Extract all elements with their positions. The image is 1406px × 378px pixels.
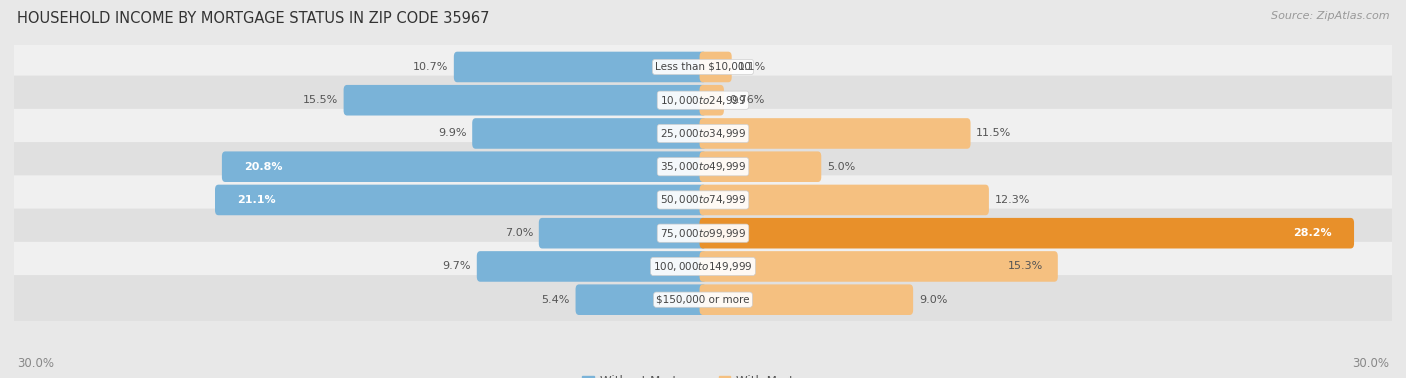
Text: $100,000 to $149,999: $100,000 to $149,999 (654, 260, 752, 273)
Text: $35,000 to $49,999: $35,000 to $49,999 (659, 160, 747, 173)
Text: 9.9%: 9.9% (437, 129, 467, 138)
Text: 7.0%: 7.0% (505, 228, 533, 238)
FancyBboxPatch shape (215, 185, 706, 215)
Text: $50,000 to $74,999: $50,000 to $74,999 (659, 194, 747, 206)
FancyBboxPatch shape (700, 85, 724, 116)
Text: 5.4%: 5.4% (541, 295, 569, 305)
Text: 10.7%: 10.7% (413, 62, 449, 72)
FancyBboxPatch shape (7, 275, 1399, 324)
Text: 15.3%: 15.3% (1008, 262, 1043, 271)
FancyBboxPatch shape (7, 209, 1399, 258)
FancyBboxPatch shape (700, 218, 1354, 248)
FancyBboxPatch shape (472, 118, 706, 149)
FancyBboxPatch shape (7, 175, 1399, 225)
FancyBboxPatch shape (7, 142, 1399, 191)
Text: 9.0%: 9.0% (920, 295, 948, 305)
Text: 30.0%: 30.0% (17, 358, 53, 370)
Text: $75,000 to $99,999: $75,000 to $99,999 (659, 227, 747, 240)
Text: 0.76%: 0.76% (730, 95, 765, 105)
Text: Less than $10,000: Less than $10,000 (655, 62, 751, 72)
Text: 9.7%: 9.7% (443, 262, 471, 271)
FancyBboxPatch shape (222, 152, 706, 182)
Legend: Without Mortgage, With Mortgage: Without Mortgage, With Mortgage (578, 370, 828, 378)
Text: $150,000 or more: $150,000 or more (657, 295, 749, 305)
FancyBboxPatch shape (7, 42, 1399, 91)
FancyBboxPatch shape (7, 76, 1399, 125)
Text: HOUSEHOLD INCOME BY MORTGAGE STATUS IN ZIP CODE 35967: HOUSEHOLD INCOME BY MORTGAGE STATUS IN Z… (17, 11, 489, 26)
Text: 11.5%: 11.5% (976, 129, 1011, 138)
Text: 28.2%: 28.2% (1294, 228, 1333, 238)
FancyBboxPatch shape (7, 109, 1399, 158)
Text: Source: ZipAtlas.com: Source: ZipAtlas.com (1271, 11, 1389, 21)
Text: 5.0%: 5.0% (827, 162, 855, 172)
FancyBboxPatch shape (343, 85, 706, 116)
FancyBboxPatch shape (700, 185, 988, 215)
FancyBboxPatch shape (477, 251, 706, 282)
FancyBboxPatch shape (7, 242, 1399, 291)
Text: 30.0%: 30.0% (1353, 358, 1389, 370)
Text: 20.8%: 20.8% (243, 162, 283, 172)
FancyBboxPatch shape (700, 152, 821, 182)
FancyBboxPatch shape (700, 118, 970, 149)
Text: 12.3%: 12.3% (994, 195, 1031, 205)
Text: 15.5%: 15.5% (302, 95, 337, 105)
FancyBboxPatch shape (575, 284, 706, 315)
FancyBboxPatch shape (700, 52, 731, 82)
Text: 21.1%: 21.1% (236, 195, 276, 205)
Text: $25,000 to $34,999: $25,000 to $34,999 (659, 127, 747, 140)
FancyBboxPatch shape (700, 251, 1057, 282)
Text: $10,000 to $24,999: $10,000 to $24,999 (659, 94, 747, 107)
Text: 1.1%: 1.1% (738, 62, 766, 72)
FancyBboxPatch shape (454, 52, 706, 82)
FancyBboxPatch shape (538, 218, 706, 248)
FancyBboxPatch shape (700, 284, 912, 315)
